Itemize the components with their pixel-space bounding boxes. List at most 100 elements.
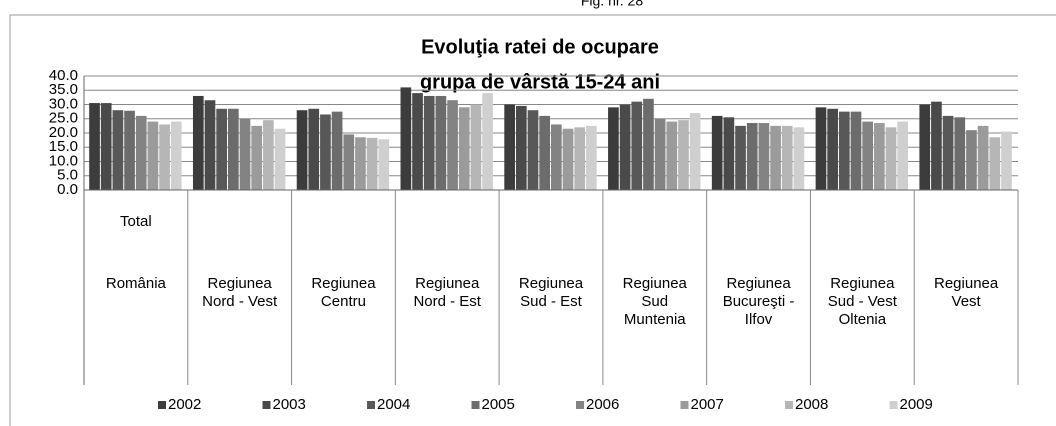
bar [239,118,251,190]
legend-swatch [785,401,793,409]
y-tick-label: 25.0 [49,110,78,127]
bar [458,107,470,190]
x-tick-label: Ilfov [745,311,773,328]
bar [551,124,562,190]
bar [885,127,897,190]
x-tick-label: Sud [641,293,668,310]
bar [966,130,977,190]
x-tick-label: Regiunea [726,275,791,292]
x-tick-label: Bucureşti - [723,293,795,310]
bar [862,121,874,190]
bar [989,137,1001,190]
x-tick-label: Regiunea [934,275,999,292]
bar [470,104,482,190]
bar [320,114,331,190]
bar [746,123,758,190]
bar [135,115,147,190]
legend-label: 2004 [377,396,410,413]
bar [159,124,170,190]
y-tick-label: 0.0 [57,181,78,198]
x-tick-label: Regiunea [830,275,895,292]
bar [723,117,735,190]
y-tick-label: 30.0 [49,95,78,112]
bar [204,100,216,190]
legend-swatch [576,401,584,409]
bar [735,125,746,190]
legend-swatch [158,401,166,409]
bar [770,125,781,190]
x-tick-label: Regiunea [311,275,376,292]
legend-label: 2008 [795,396,828,413]
bar [897,121,909,190]
chart-title: Evoluţia ratei de ocupare [421,36,659,58]
bar [527,110,539,190]
bar [838,111,850,190]
bar [919,104,931,190]
bar [100,103,112,190]
legend-label: 2006 [586,396,619,413]
bar [251,125,263,190]
bar [515,105,527,190]
bar [124,110,135,190]
x-tick-label: Regiunea [623,275,688,292]
bar [539,115,550,190]
y-tick-label: 10.0 [49,152,78,169]
bar [608,107,619,190]
bar [308,108,320,190]
chart-title: grupa de vârstă 15-24 ani [420,71,660,93]
bar [711,115,723,190]
x-tick-label: Oltenia [839,311,887,328]
y-tick-label: 40.0 [49,67,78,84]
bar [666,121,678,190]
x-tick-label: Sud - Est [520,293,583,310]
bar [977,125,989,190]
bar [678,120,689,190]
bar [758,123,770,190]
bar [654,118,666,190]
bar [147,121,159,190]
bar [827,108,838,190]
bar [504,104,515,190]
bar [586,125,597,190]
legend-label: 2003 [273,396,306,413]
x-tick-label: Regiunea [519,275,584,292]
bar [263,120,274,190]
bar [170,121,182,190]
legend-label: 2009 [900,396,933,413]
x-tick-label: Regiunea [415,275,480,292]
caption: Fig. nr. 28 [581,0,643,9]
x-tick-label: Total [120,213,152,230]
bar [793,127,805,190]
legend-label: 2002 [168,396,201,413]
legend-swatch [367,401,375,409]
bar [296,110,308,190]
bar [400,87,412,190]
bar [331,111,343,190]
bar [435,95,447,190]
x-tick-label: Nord - Est [413,293,481,310]
bar [931,101,942,190]
bar [482,93,493,190]
x-tick-label: Vest [952,293,982,310]
bar [874,123,885,190]
y-tick-label: 5.0 [57,167,78,184]
bar [274,128,286,190]
x-tick-label: Nord - Vest [202,293,278,310]
chart-border [9,14,1056,426]
y-tick-label: 20.0 [49,124,78,141]
bar [562,128,574,190]
y-tick-label: 35.0 [49,81,78,98]
bar [850,111,862,190]
bar [631,101,643,190]
legend-swatch [471,401,480,409]
bar [619,104,631,190]
legend-label: 2007 [691,396,724,413]
legend-swatch [262,401,271,409]
bar [192,95,204,190]
x-tick-label: România [106,275,167,292]
bar [412,93,423,190]
bar [954,117,966,190]
legend-swatch [680,401,689,409]
